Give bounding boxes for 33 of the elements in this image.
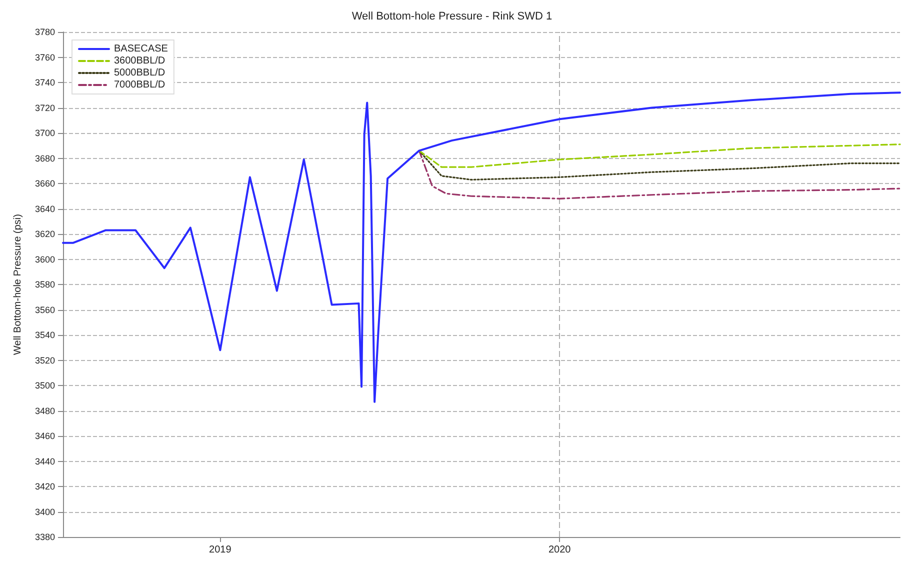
x-tick-label: 2020: [548, 544, 572, 556]
chart-title: Well Bottom-hole Pressure - Rink SWD 1: [352, 10, 552, 22]
y-tick-label: 3560: [34, 304, 55, 315]
y-tick-label: 3380: [34, 532, 55, 542]
y-tick-label: 3420: [34, 482, 55, 492]
y-tick-label: 3400: [34, 506, 55, 517]
y-tick-label: 3780: [34, 27, 55, 37]
y-tick-label: 3740: [34, 78, 55, 88]
legend-label: 3600BBL/D: [114, 56, 166, 66]
y-tick-label: 3520: [34, 355, 55, 366]
y-tick-label: 3720: [34, 102, 55, 113]
legend-label: BASECASE: [114, 44, 168, 54]
y-tick-label: 3640: [34, 204, 55, 214]
y-tick-label: 3500: [34, 380, 55, 390]
y-tick-label: 3460: [34, 431, 55, 441]
y-tick-label: 3540: [34, 330, 55, 340]
line-series: [62, 92, 901, 403]
legend-label: 7000BBL/D: [114, 80, 166, 90]
y-tick-label: 3580: [34, 280, 55, 290]
legend-label: 5000BBL/D: [114, 68, 166, 78]
line-series: [418, 144, 901, 168]
y-tick-label: 3440: [34, 456, 55, 466]
y-axis-title: Well Bottom-hole Pressure (psi): [12, 214, 24, 355]
y-tick-label: 3680: [34, 153, 55, 164]
line-series: [418, 150, 901, 200]
x-tick-label: 2019: [209, 544, 232, 556]
y-tick-label: 3480: [34, 406, 55, 416]
y-tick-label: 3760: [34, 52, 55, 62]
y-tick-label: 3660: [34, 178, 55, 188]
y-tick-label: 3600: [34, 254, 55, 264]
y-tick-label: 3620: [34, 229, 55, 239]
y-tick-label: 3700: [34, 128, 55, 138]
line-series: [418, 150, 901, 181]
